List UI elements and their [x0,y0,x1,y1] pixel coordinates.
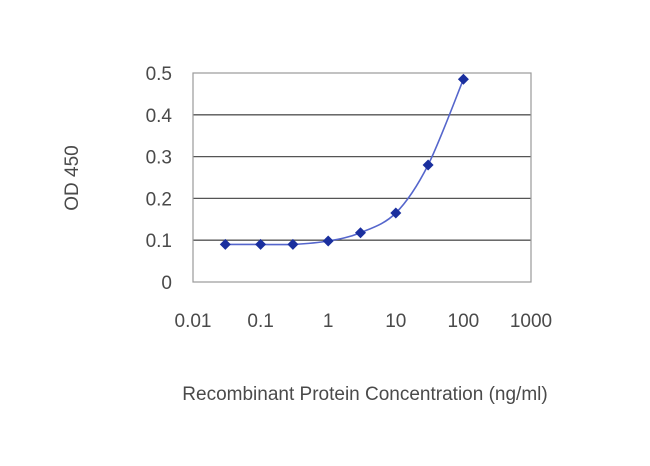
data-markers [219,73,469,250]
y-tick-label: 0.4 [146,106,173,127]
grid-lines [193,114,531,241]
plot-frame [192,72,532,283]
data-point-2 [287,238,299,250]
y-tick-label: 0.5 [146,64,172,85]
x-tick-label: 1 [323,311,334,332]
data-point-0 [219,238,231,250]
data-point-7 [457,73,469,85]
x-tick-label: 100 [448,311,480,332]
data-point-4 [355,227,366,239]
y-tick-label: 0.3 [146,148,172,169]
plot-area-background [193,73,531,282]
data-point-6 [422,159,434,171]
x-tick-label: 0.01 [175,311,212,332]
y-tick-labels: 0 0.1 0.2 0.3 0.4 0.5 [146,64,173,294]
y-tick-label: 0.2 [146,189,172,210]
x-axis-title: Recombinant Protein Concentration (ng/ml… [182,384,547,405]
y-tick-label: 0.1 [146,231,172,252]
data-point-3 [322,235,334,247]
data-point-5 [390,207,402,219]
data-point-1 [255,238,267,250]
y-axis-title: OD 450 [62,145,83,210]
x-tick-label: 0.1 [247,311,273,332]
y-tick-label: 0 [161,273,172,294]
x-tick-label: 10 [385,311,406,332]
x-tick-labels: 0.01 0.1 1 10 100 1000 [175,311,553,332]
x-tick-label: 1000 [510,311,552,332]
